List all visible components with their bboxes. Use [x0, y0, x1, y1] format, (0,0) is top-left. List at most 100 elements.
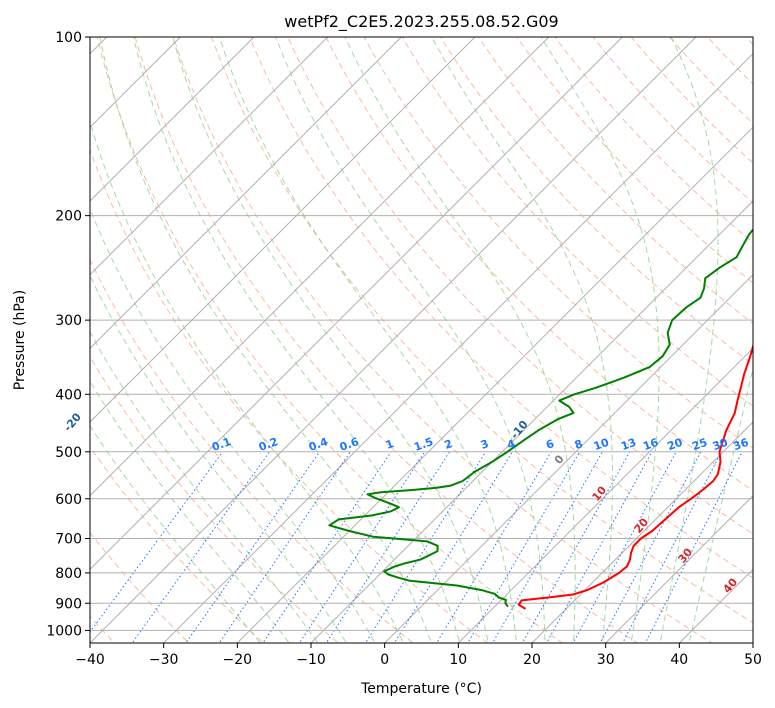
- moist-adiabat-line: [688, 366, 753, 643]
- dry-adiabat-line: [90, 258, 414, 643]
- mixing-ratio-line: [521, 451, 631, 643]
- x-tick-label: −20: [223, 652, 253, 668]
- mixing-ratio-line: [572, 451, 677, 643]
- mixing-ratio-label: 6: [544, 437, 556, 452]
- mixing-ratio-line: [436, 451, 552, 643]
- y-tick-label: 900: [55, 596, 82, 612]
- dry-adiabat-line: [758, 10, 775, 655]
- moist-adiabat-line: [218, 37, 518, 643]
- y-tick-label: 400: [55, 387, 82, 403]
- mixing-ratio-line: [262, 451, 392, 643]
- mixing-ratio-label: 0.2: [257, 435, 280, 454]
- mixing-ratio-label: 13: [619, 436, 638, 453]
- mixing-ratio-label: 10: [592, 436, 611, 454]
- isotherm-line: [162, 52, 753, 643]
- mixing-ratio-line: [364, 451, 487, 643]
- isotherm-line: [90, 37, 255, 202]
- mixing-ratio-label: 2: [443, 437, 455, 452]
- x-tick-label: 0: [380, 652, 389, 668]
- y-tick-label: 800: [55, 566, 82, 582]
- isotherm-line: [90, 37, 476, 423]
- mixing-ratio-line: [185, 451, 320, 643]
- dry-adiabat-line: [172, 37, 713, 643]
- moist-adiabat-line: [99, 37, 433, 643]
- moist-adiabat-line: [132, 37, 461, 643]
- moist-adiabat-line: [90, 207, 376, 643]
- x-tick-label: 50: [744, 652, 762, 668]
- dry-adiabat-line: [96, 37, 564, 643]
- dry-adiabat-line: [325, 37, 753, 492]
- isotherm-line: [236, 126, 753, 643]
- dry-adiabat-label: -30: [0, 367, 2, 391]
- dry-adiabat-line: [287, 37, 753, 535]
- x-tick-label: 40: [670, 652, 688, 668]
- dry-adiabat-line: [363, 37, 753, 449]
- y-axis-label: Pressure (hPa): [12, 290, 28, 390]
- moist-adiabat-line: [90, 120, 404, 643]
- profile-lines: [328, 228, 753, 610]
- dry-adiabat-line: [249, 37, 753, 579]
- mixing-ratio-label: 4: [505, 437, 517, 452]
- x-tick-label: 20: [523, 652, 541, 668]
- dry-adiabat-line: [630, 37, 753, 164]
- mixing-ratio-label: 0.4: [307, 435, 330, 454]
- moist-adiabat-line: [172, 37, 489, 643]
- mixing-ratio-label: 16: [641, 436, 660, 454]
- dry-adiabat-line: [668, 37, 753, 125]
- mixing-ratio-line: [218, 451, 351, 643]
- moist-adiabat-line: [90, 274, 347, 643]
- dry-adiabat-line: [210, 37, 753, 624]
- dry-adiabat-line: [439, 37, 753, 366]
- y-tick-label: 500: [55, 445, 82, 461]
- mixing-ratio-label: 0.6: [338, 435, 361, 454]
- mixing-ratio-label: 3: [479, 437, 491, 452]
- isotherm-line: [457, 347, 753, 643]
- profile-line: [517, 342, 753, 610]
- isotherm-line: [604, 494, 753, 643]
- isotherm-line: [90, 37, 624, 571]
- dry-adiabat-line: [134, 37, 638, 643]
- chart-title: wetPf2_C2E5.2023.255.08.52.G09: [284, 12, 558, 32]
- isotherm-line: [90, 37, 403, 350]
- dry-adiabat-line: [478, 37, 753, 325]
- mixing-ratio-label: 1.5: [412, 435, 435, 454]
- x-tick-label: 30: [597, 652, 615, 668]
- isotherm-line: [90, 37, 182, 129]
- moist-adiabat-line: [90, 424, 261, 643]
- mixing-ratio-line: [491, 451, 603, 643]
- mixing-ratio-line: [467, 451, 581, 643]
- moist-adiabat-line: [344, 37, 576, 643]
- y-tick-label: 700: [55, 532, 82, 548]
- mixing-ratio-line: [298, 451, 426, 643]
- background-lines: [0, 10, 775, 655]
- moist-adiabat-line: [431, 37, 613, 643]
- x-tick-label: 10: [449, 652, 467, 668]
- isotherm-line: [310, 200, 753, 643]
- dry-adiabat-line: [90, 148, 489, 643]
- isotherm-line: [0, 10, 60, 655]
- isotherm-line: [90, 37, 550, 497]
- isotherm-line: [90, 37, 329, 276]
- isotherm-line: [383, 273, 753, 643]
- mixing-ratio-line: [131, 451, 271, 643]
- y-tick-label: 1000: [46, 623, 82, 639]
- moist-adiabat-line: [540, 37, 660, 643]
- mixing-ratio-line: [545, 451, 653, 643]
- y-tick-label: 600: [55, 492, 82, 508]
- plot-background: [90, 37, 753, 643]
- plot-frame: [89, 36, 754, 644]
- mixing-ratio-label: 0.1: [210, 435, 233, 454]
- x-tick-label: −30: [149, 652, 179, 668]
- moist-adiabat-line: [90, 330, 319, 643]
- profile-line: [328, 228, 753, 608]
- x-axis-label: Temperature (°C): [360, 681, 482, 697]
- y-tick-label: 200: [55, 209, 82, 225]
- dry-adiabat-line: [90, 445, 265, 643]
- x-axis-ticks: −40 −30 −20 −10 0 10 20 30 40 50: [75, 643, 762, 668]
- isotherm-line: [531, 421, 753, 643]
- moist-adiabat-line: [659, 37, 719, 643]
- y-axis-ticks: 100 200 300 400 500 600 700 800 900 1000: [46, 30, 90, 639]
- mixing-ratio-label: 1: [384, 437, 396, 452]
- x-tick-label: −40: [75, 652, 105, 668]
